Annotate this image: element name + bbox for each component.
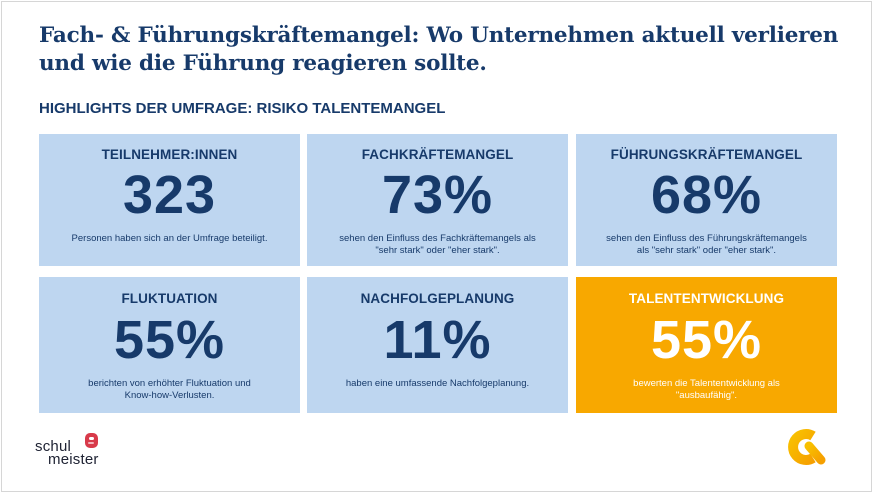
section-subtitle: HIGHLIGHTS DER UMFRAGE: RISIKO TALENTEMA… — [39, 100, 446, 117]
logo-text-line-2: meister — [48, 451, 99, 468]
card-label: FLUKTUATION — [121, 291, 218, 306]
card-value: 323 — [122, 165, 217, 225]
card-label: FÜHRUNGSKRÄFTEMANGEL — [610, 147, 803, 162]
card-description: Personen haben sich an der Umfrage betei… — [71, 233, 268, 244]
card-description: haben eine umfassende Nachfolgeplanung. — [345, 378, 530, 389]
card-label: TEILNEHMER:INNEN — [101, 147, 238, 162]
stat-card-participants: TEILNEHMER:INNEN 323 Personen haben sich… — [39, 134, 300, 266]
schulmeister-logo: schul meister — [35, 432, 125, 472]
card-label: TALENTENTWICKLUNG — [628, 291, 785, 306]
card-value: 68% — [650, 165, 763, 225]
card-value: 55% — [113, 310, 226, 370]
card-label: NACHFOLGEPLANUNG — [360, 291, 515, 306]
logo-text-line-1: schul — [35, 438, 72, 455]
stat-card-fluctuation: FLUKTUATION 55% berichten von erhöhter F… — [39, 277, 300, 413]
card-value: 73% — [381, 165, 494, 225]
card-description: sehen den Einfluss des Führungskräfteman… — [606, 233, 807, 256]
title-line-2: und wie die Führung reagieren sollte. — [39, 51, 487, 76]
stat-card-skilled-labor-shortage: FACHKRÄFTEMANGEL 73% sehen den Einfluss … — [307, 134, 568, 266]
stat-card-succession-planning: NACHFOLGEPLANUNG 11% haben eine umfassen… — [307, 277, 568, 413]
card-description: berichten von erhöhter Fluktuation und K… — [88, 378, 251, 401]
schulmeister-logo-icon — [85, 433, 98, 448]
card-description: bewerten die Talententwicklung als "ausb… — [633, 378, 780, 401]
card-description: sehen den Einfluss des Fachkräftemangels… — [339, 233, 536, 256]
brand-q-logo-icon — [788, 429, 826, 465]
card-value: 11% — [383, 310, 492, 370]
card-value: 55% — [650, 310, 763, 370]
page-title: Fach- & Führungskräftemangel: Wo Unterne… — [39, 22, 839, 78]
stat-card-leadership-shortage: FÜHRUNGSKRÄFTEMANGEL 68% sehen den Einfl… — [576, 134, 837, 266]
card-label: FACHKRÄFTEMANGEL — [361, 147, 514, 162]
title-line-1: Fach- & Führungskräftemangel: Wo Unterne… — [39, 23, 839, 48]
stat-card-talent-development: TALENTENTWICKLUNG 55% bewerten die Talen… — [576, 277, 837, 413]
